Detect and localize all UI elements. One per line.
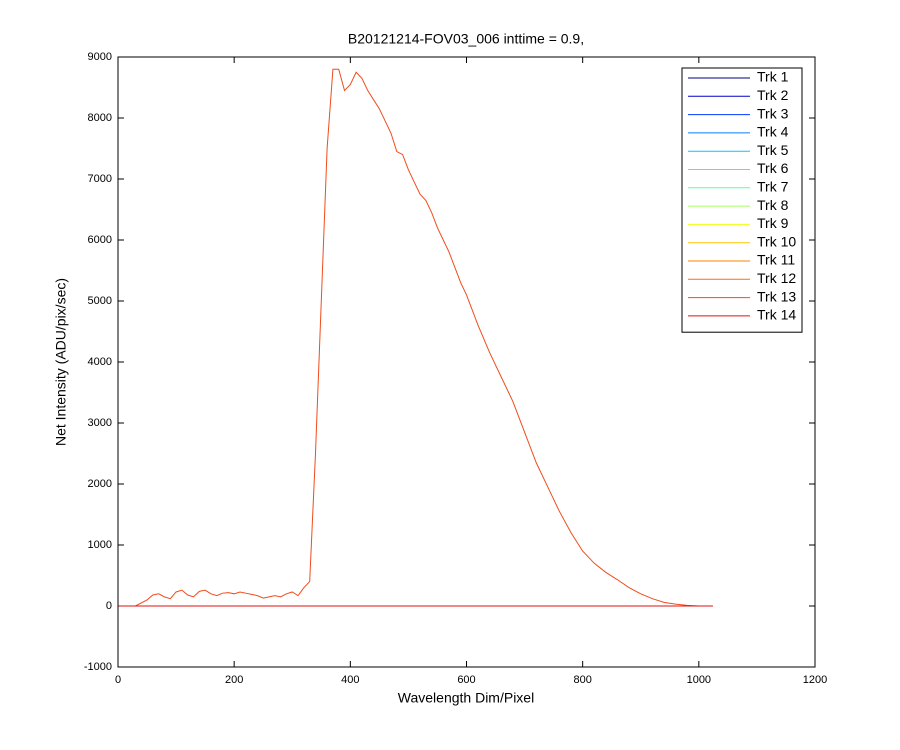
x-axis-label: Wavelength Dim/Pixel <box>398 690 534 706</box>
y-tick-label: 6000 <box>88 234 112 246</box>
y-tick-label: 4000 <box>88 356 112 368</box>
legend-label: Trk 8 <box>757 197 789 213</box>
legend-label: Trk 5 <box>757 142 789 158</box>
legend-label: Trk 11 <box>757 252 795 268</box>
legend-label: Trk 14 <box>757 307 796 323</box>
legend-label: Trk 12 <box>757 270 796 286</box>
legend-label: Trk 1 <box>757 69 789 85</box>
y-tick-label: 2000 <box>88 478 112 490</box>
legend-label: Trk 13 <box>757 288 796 304</box>
x-tick-label: 1200 <box>803 674 827 686</box>
y-tick-label: 5000 <box>88 295 112 307</box>
x-tick-label: 800 <box>573 674 591 686</box>
legend-label: Trk 4 <box>757 124 789 140</box>
x-tick-label: 1000 <box>687 674 711 686</box>
legend-label: Trk 6 <box>757 160 789 176</box>
x-tick-label: 0 <box>115 674 121 686</box>
y-tick-label: 0 <box>106 600 112 612</box>
y-tick-label: 3000 <box>88 417 112 429</box>
legend-label: Trk 9 <box>757 215 789 231</box>
y-tick-label: 8000 <box>88 112 112 124</box>
y-axis-label: Net Intensity (ADU/pix/sec) <box>53 278 69 446</box>
legend-label: Trk 10 <box>757 233 796 249</box>
x-tick-label: 600 <box>457 674 475 686</box>
y-tick-label: 7000 <box>88 173 112 185</box>
y-tick-label: -1000 <box>84 661 112 673</box>
legend-box <box>681 67 803 333</box>
legend-label: Trk 2 <box>757 87 789 103</box>
x-tick-label: 200 <box>225 674 243 686</box>
axes-box <box>117 56 816 668</box>
chart-title: B20121214-FOV03_006 inttime = 0.9, <box>348 31 584 47</box>
x-tick-label: 400 <box>341 674 359 686</box>
legend-label: Trk 7 <box>757 179 789 195</box>
legend-label: Trk 3 <box>757 105 789 121</box>
series-line <box>118 68 713 607</box>
y-tick-label: 9000 <box>88 51 112 63</box>
y-tick-label: 1000 <box>88 539 112 551</box>
